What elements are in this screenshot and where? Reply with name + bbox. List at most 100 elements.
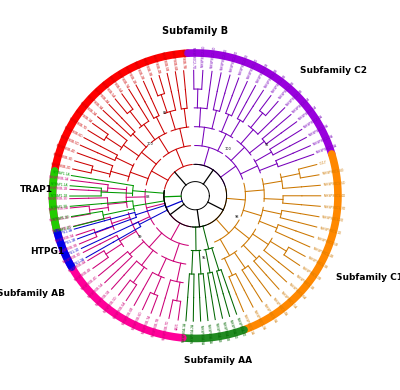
Text: TaHSP90C2-6A: TaHSP90C2-6A (292, 97, 311, 115)
Text: TaHTPG1-1A: TaHTPG1-1A (54, 228, 72, 236)
Text: TaHSP90C1-5D: TaHSP90C1-5D (323, 181, 345, 187)
Text: TaHSP90C2-5A: TaHSP90C2-5A (298, 106, 318, 122)
Text: TaHSP90A-1B: TaHSP90A-1B (214, 322, 221, 342)
Text: TaHSP90C1-3D: TaHSP90C1-3D (322, 204, 345, 210)
Text: 100: 100 (224, 147, 231, 151)
Text: TaHSP90B-4D: TaHSP90B-4D (55, 143, 76, 154)
Text: TaHSP90A-3A: TaHSP90A-3A (199, 323, 204, 344)
Text: TaHTPG1-1D: TaHTPG1-1D (62, 248, 80, 259)
Text: TaHSP90C1-3B: TaHSP90C1-3B (306, 256, 328, 270)
Text: Subfamily AA: Subfamily AA (184, 356, 252, 365)
Text: TaHSP90C1-2A: TaHSP90C1-2A (252, 308, 266, 330)
Text: Subfamily B: Subfamily B (162, 26, 228, 36)
Text: TaTRAP1-2B: TaTRAP1-2B (50, 204, 68, 210)
Text: TaHSP90B-6D: TaHSP90B-6D (131, 311, 143, 331)
Text: TaHSP90B-2A: TaHSP90B-2A (79, 101, 97, 117)
Text: HTPG1: HTPG1 (30, 247, 64, 256)
Text: TaHSP90B-7D: TaHSP90B-7D (162, 321, 170, 341)
Text: TaHSP90C2-1B: TaHSP90C2-1B (285, 89, 304, 107)
Text: TaHSP90B-2A: TaHSP90B-2A (48, 206, 68, 212)
Text: TaHSP90B-2B: TaHSP90B-2B (49, 216, 70, 223)
Text: TaHSP90B-6B: TaHSP90B-6B (121, 307, 135, 326)
Text: 99: 99 (138, 235, 142, 239)
Text: TaHSP90B-4D: TaHSP90B-4D (80, 276, 98, 292)
Text: TaHSP90B-1B: TaHSP90B-1B (47, 186, 68, 191)
Text: TaHSP90B-4B: TaHSP90B-4B (73, 268, 92, 283)
Text: TaHSP90C1-5B: TaHSP90C1-5B (315, 236, 338, 247)
Text: TaHSP90C2-2B: TaHSP90C2-2B (278, 82, 296, 101)
Text: TaHSP90C2-1A: TaHSP90C2-1A (315, 144, 338, 155)
Text: TaTRAP1-1B: TaTRAP1-1B (50, 194, 67, 198)
Text: TaHSP90C1-4B: TaHSP90C1-4B (311, 246, 333, 259)
Text: TaHSP90C2-4D: TaHSP90C2-4D (220, 48, 228, 71)
Text: TaTRAP1-2D: TaTRAP1-2D (54, 225, 72, 234)
Text: TaHSP90C2-3D: TaHSP90C2-3D (229, 51, 239, 73)
Text: TaHSP90C1-1B: TaHSP90C1-1B (294, 274, 314, 291)
Text: TaHSP90C1-5A: TaHSP90C1-5A (279, 290, 297, 309)
Text: TaHSP90C1-4D: TaHSP90C1-4D (323, 194, 346, 198)
Text: TaHSP90B-5B: TaHSP90B-5B (160, 51, 168, 71)
Text: TaHSP90B-6A: TaHSP90B-6A (112, 301, 126, 321)
Text: TaHSP90A-2D: TaHSP90A-2D (236, 316, 246, 336)
Text: TaHSP90B-3D: TaHSP90B-3D (62, 252, 82, 264)
Text: 92: 92 (265, 144, 270, 147)
Text: TaHSP90B-2D: TaHSP90B-2D (51, 225, 72, 234)
Text: 100: 100 (146, 142, 153, 145)
Text: TaHTPG1-1B: TaHTPG1-1B (58, 238, 76, 248)
Text: TaHSP90C2-2D: TaHSP90C2-2D (238, 54, 249, 76)
Text: TaHSP90A-1A: TaHSP90A-1A (182, 323, 188, 344)
Text: TaHSP90B-6D: TaHSP90B-6D (63, 125, 83, 138)
Text: TaHSP90B-1B: TaHSP90B-1B (124, 64, 136, 84)
Text: TaHSP90B-4B: TaHSP90B-4B (151, 53, 160, 74)
Text: TaHSP90B-4A: TaHSP90B-4A (92, 87, 109, 104)
Text: TaHSP90C1-6D: TaHSP90C1-6D (321, 169, 344, 176)
Text: TaHSP90C2-5D: TaHSP90C2-5D (210, 46, 217, 69)
Text: TaHSP90B-5A: TaHSP90B-5A (99, 80, 115, 98)
Text: TaHSP90B-5D: TaHSP90B-5D (58, 134, 79, 146)
Text: TaHSP90C2-3A: TaHSP90C2-3A (308, 124, 329, 138)
Text: TaHSP90B-1A: TaHSP90B-1A (73, 109, 92, 124)
Text: TaHSP90A-2B: TaHSP90A-2B (221, 320, 229, 340)
Text: TaHTPG1-2A: TaHTPG1-2A (67, 257, 85, 269)
Text: TaHSP90B-1A: TaHSP90B-1A (48, 175, 68, 182)
Text: C117: C117 (319, 160, 327, 166)
Text: 88: 88 (146, 195, 150, 199)
Text: TaHSP90B-1D: TaHSP90B-1D (47, 197, 67, 201)
Text: TaHSP90C1-1D: TaHSP90C1-1D (319, 226, 341, 235)
Text: TaTRAP1-1D: TaTRAP1-1D (51, 215, 69, 222)
Text: TaHSP90B-3A: TaHSP90B-3A (54, 234, 74, 244)
Text: TaHSP90B-3D: TaHSP90B-3D (52, 152, 73, 162)
Text: TaHSP90B-7A: TaHSP90B-7A (115, 69, 129, 88)
Text: TaHSP90B-5A: TaHSP90B-5A (87, 283, 104, 300)
Text: TaHSP90C2-2A: TaHSP90C2-2A (312, 134, 334, 147)
Text: 85: 85 (163, 111, 168, 115)
Text: TaTRAP1-1A: TaTRAP1-1A (52, 170, 69, 177)
Text: TaHSP90C1-2B: TaHSP90C1-2B (300, 265, 321, 281)
Text: TaHSP90C2-6D: TaHSP90C2-6D (201, 46, 206, 68)
Text: TaHSP90C2-4A: TaHSP90C2-4A (303, 115, 324, 130)
Text: TaHSP90B-3B: TaHSP90B-3B (141, 56, 152, 76)
Text: TaHSP90C2-4B: TaHSP90C2-4B (263, 69, 278, 89)
Text: TaHSP90C1-2D: TaHSP90C1-2D (321, 215, 344, 223)
Text: TaHSP90C1-3A: TaHSP90C1-3A (262, 303, 277, 324)
Text: TaHSP90B-7B: TaHSP90B-7B (180, 48, 185, 69)
Text: TaHSP90C2-3B: TaHSP90C2-3B (271, 75, 287, 95)
Text: TaHSP90C2-5B: TaHSP90C2-5B (255, 63, 269, 84)
Text: TaHSP90A-1D: TaHSP90A-1D (228, 318, 238, 339)
Text: TaHSP90B-4A: TaHSP90B-4A (68, 260, 87, 274)
Text: AB21: AB21 (175, 322, 180, 330)
Text: 98: 98 (235, 215, 240, 219)
Text: 95: 95 (202, 256, 206, 260)
Text: TaHSP90A-2A: TaHSP90A-2A (191, 324, 195, 344)
Text: TaHSP90B-3B: TaHSP90B-3B (58, 243, 78, 255)
Text: TaTRAP1-2A: TaTRAP1-2A (50, 182, 68, 188)
Text: TaHSP90B-2D: TaHSP90B-2D (50, 162, 71, 170)
Text: TaHSP90B-7D: TaHSP90B-7D (68, 117, 87, 131)
Text: TaHSP90B-6A: TaHSP90B-6A (107, 74, 122, 93)
Text: TaHSP90B-2B: TaHSP90B-2B (132, 60, 144, 80)
Text: Subfamily C1: Subfamily C1 (336, 273, 400, 282)
Text: TaHSP90B-5B: TaHSP90B-5B (95, 290, 111, 307)
Text: TRAP1: TRAP1 (20, 186, 53, 195)
Text: TaHSP90B-5D: TaHSP90B-5D (103, 296, 119, 314)
Text: TaHSP90C1-6A: TaHSP90C1-6A (287, 282, 306, 300)
